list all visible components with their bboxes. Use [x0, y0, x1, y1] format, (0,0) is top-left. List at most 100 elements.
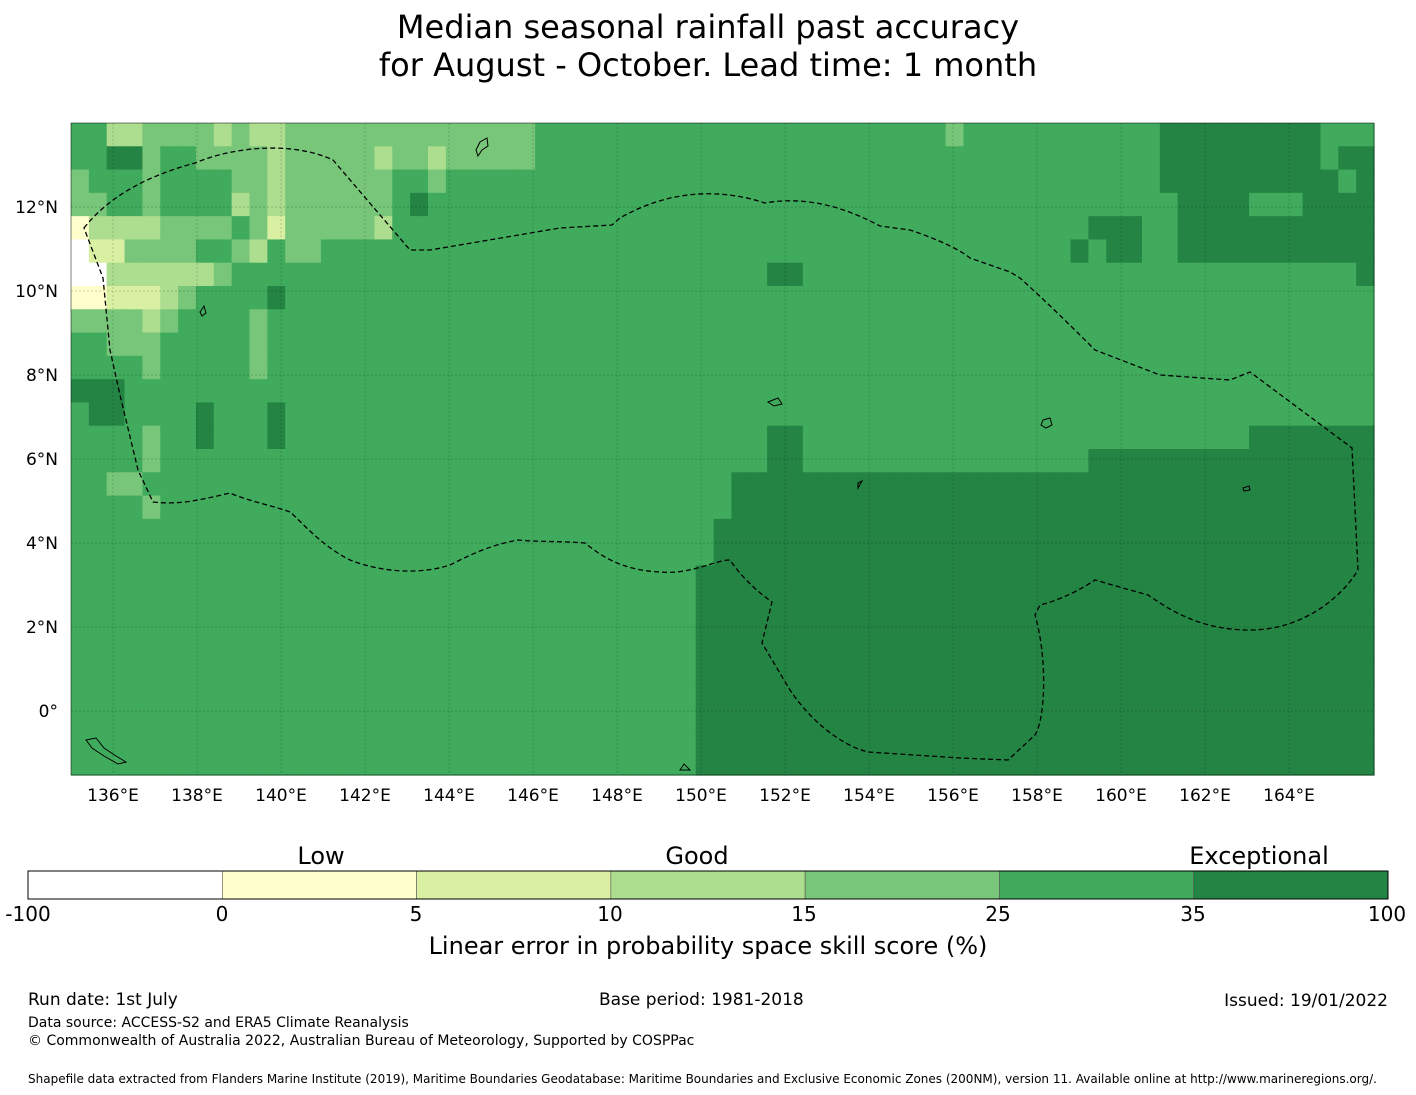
latitude-label: 2°N [26, 618, 58, 638]
grid-cell [820, 751, 840, 776]
grid-cell [767, 239, 786, 264]
grid-cell [749, 728, 768, 753]
grid-cell [1052, 518, 1072, 543]
longitude-label: 136°E [87, 786, 139, 806]
grid-cell [427, 518, 447, 543]
colorbar [27, 870, 1389, 900]
grid-cell [195, 286, 215, 310]
grid-cell [1177, 402, 1197, 427]
grid-cell [285, 751, 304, 776]
grid-cell [1266, 123, 1286, 147]
grid-cell [285, 169, 304, 194]
grid-cell [570, 728, 590, 753]
run-date: Run date: 1st July [28, 990, 178, 1010]
grid-cell [624, 495, 643, 520]
grid-cell [1141, 146, 1161, 171]
grid-cell [213, 449, 233, 473]
grid-cell [588, 751, 608, 776]
grid-cell [1266, 332, 1286, 357]
grid-cell [1356, 332, 1375, 357]
grid-cell [927, 355, 947, 380]
grid-cell [535, 286, 554, 310]
grid-cell [1070, 449, 1090, 473]
grid-cell [303, 472, 322, 497]
grid-cell [88, 192, 108, 217]
grid-cell [178, 123, 197, 147]
grid-cell [1302, 123, 1322, 147]
grid-cell [1302, 309, 1322, 334]
grid-cell [267, 216, 286, 241]
grid-cell [713, 309, 733, 334]
grid-cell [1284, 588, 1304, 613]
grid-cell [784, 239, 804, 264]
grid-cell [356, 262, 376, 287]
grid-cell [802, 472, 822, 497]
grid-cell [909, 542, 929, 567]
grid-cell [1231, 146, 1250, 171]
grid-cell [677, 542, 697, 567]
grid-cell [856, 402, 875, 427]
grid-cell [838, 728, 857, 753]
grid-cell [285, 239, 304, 264]
grid-cell [213, 728, 233, 753]
grid-cell [1195, 728, 1214, 753]
grid-cell [677, 449, 697, 473]
grid-cell [1213, 425, 1232, 450]
grid-cell [1249, 123, 1268, 147]
grid-cell [1017, 402, 1036, 427]
grid-cell [445, 565, 465, 590]
grid-cell [695, 472, 715, 497]
grid-cell [624, 565, 643, 590]
grid-cell [1177, 751, 1197, 776]
grid-cell [1249, 635, 1268, 660]
grid-cell [427, 355, 447, 380]
grid-cell [1249, 612, 1268, 636]
grid-cell [552, 379, 572, 404]
grid-cell [320, 751, 340, 776]
grid-cell [1249, 192, 1268, 217]
grid-cell [909, 565, 929, 590]
grid-cell [320, 425, 340, 450]
grid-cell [1106, 286, 1125, 310]
grid-cell [981, 146, 1000, 171]
grid-cell [892, 705, 911, 730]
grid-cell [1052, 588, 1072, 613]
grid-cell [927, 425, 947, 450]
grid-cell [338, 332, 358, 357]
grid-cell [606, 751, 625, 776]
grid-cell [802, 286, 822, 310]
grid-cell [660, 192, 679, 217]
longitude-label: 138°E [171, 786, 223, 806]
grid-cell [1124, 216, 1143, 241]
grid-cell [320, 542, 340, 567]
grid-cell [838, 472, 857, 497]
grid-cell [410, 658, 429, 683]
grid-cell [535, 262, 554, 287]
grid-cell [588, 309, 608, 334]
grid-cell [445, 239, 465, 264]
grid-cell [1320, 402, 1339, 427]
grid-cell [392, 332, 411, 357]
grid-cell [249, 728, 268, 753]
grid-cell [695, 123, 715, 147]
grid-cell [820, 169, 840, 194]
grid-cell [856, 355, 875, 380]
grid-cell [178, 379, 197, 404]
grid-cell [856, 123, 875, 147]
grid-cell [374, 518, 393, 543]
grid-cell [695, 192, 715, 217]
grid-cell [874, 751, 893, 776]
grid-cell [677, 169, 697, 194]
grid-cell [927, 216, 947, 241]
grid-cell [249, 449, 268, 473]
grid-cell [213, 216, 233, 241]
grid-cell [1034, 728, 1054, 753]
grid-cell [195, 565, 215, 590]
latitude-label: 8°N [26, 366, 58, 386]
grid-cell [945, 588, 965, 613]
grid-cell [1266, 542, 1286, 567]
grid-cell [481, 402, 500, 427]
grid-cell [1356, 123, 1375, 147]
grid-cell [1356, 635, 1375, 660]
grid-cell [160, 658, 179, 683]
